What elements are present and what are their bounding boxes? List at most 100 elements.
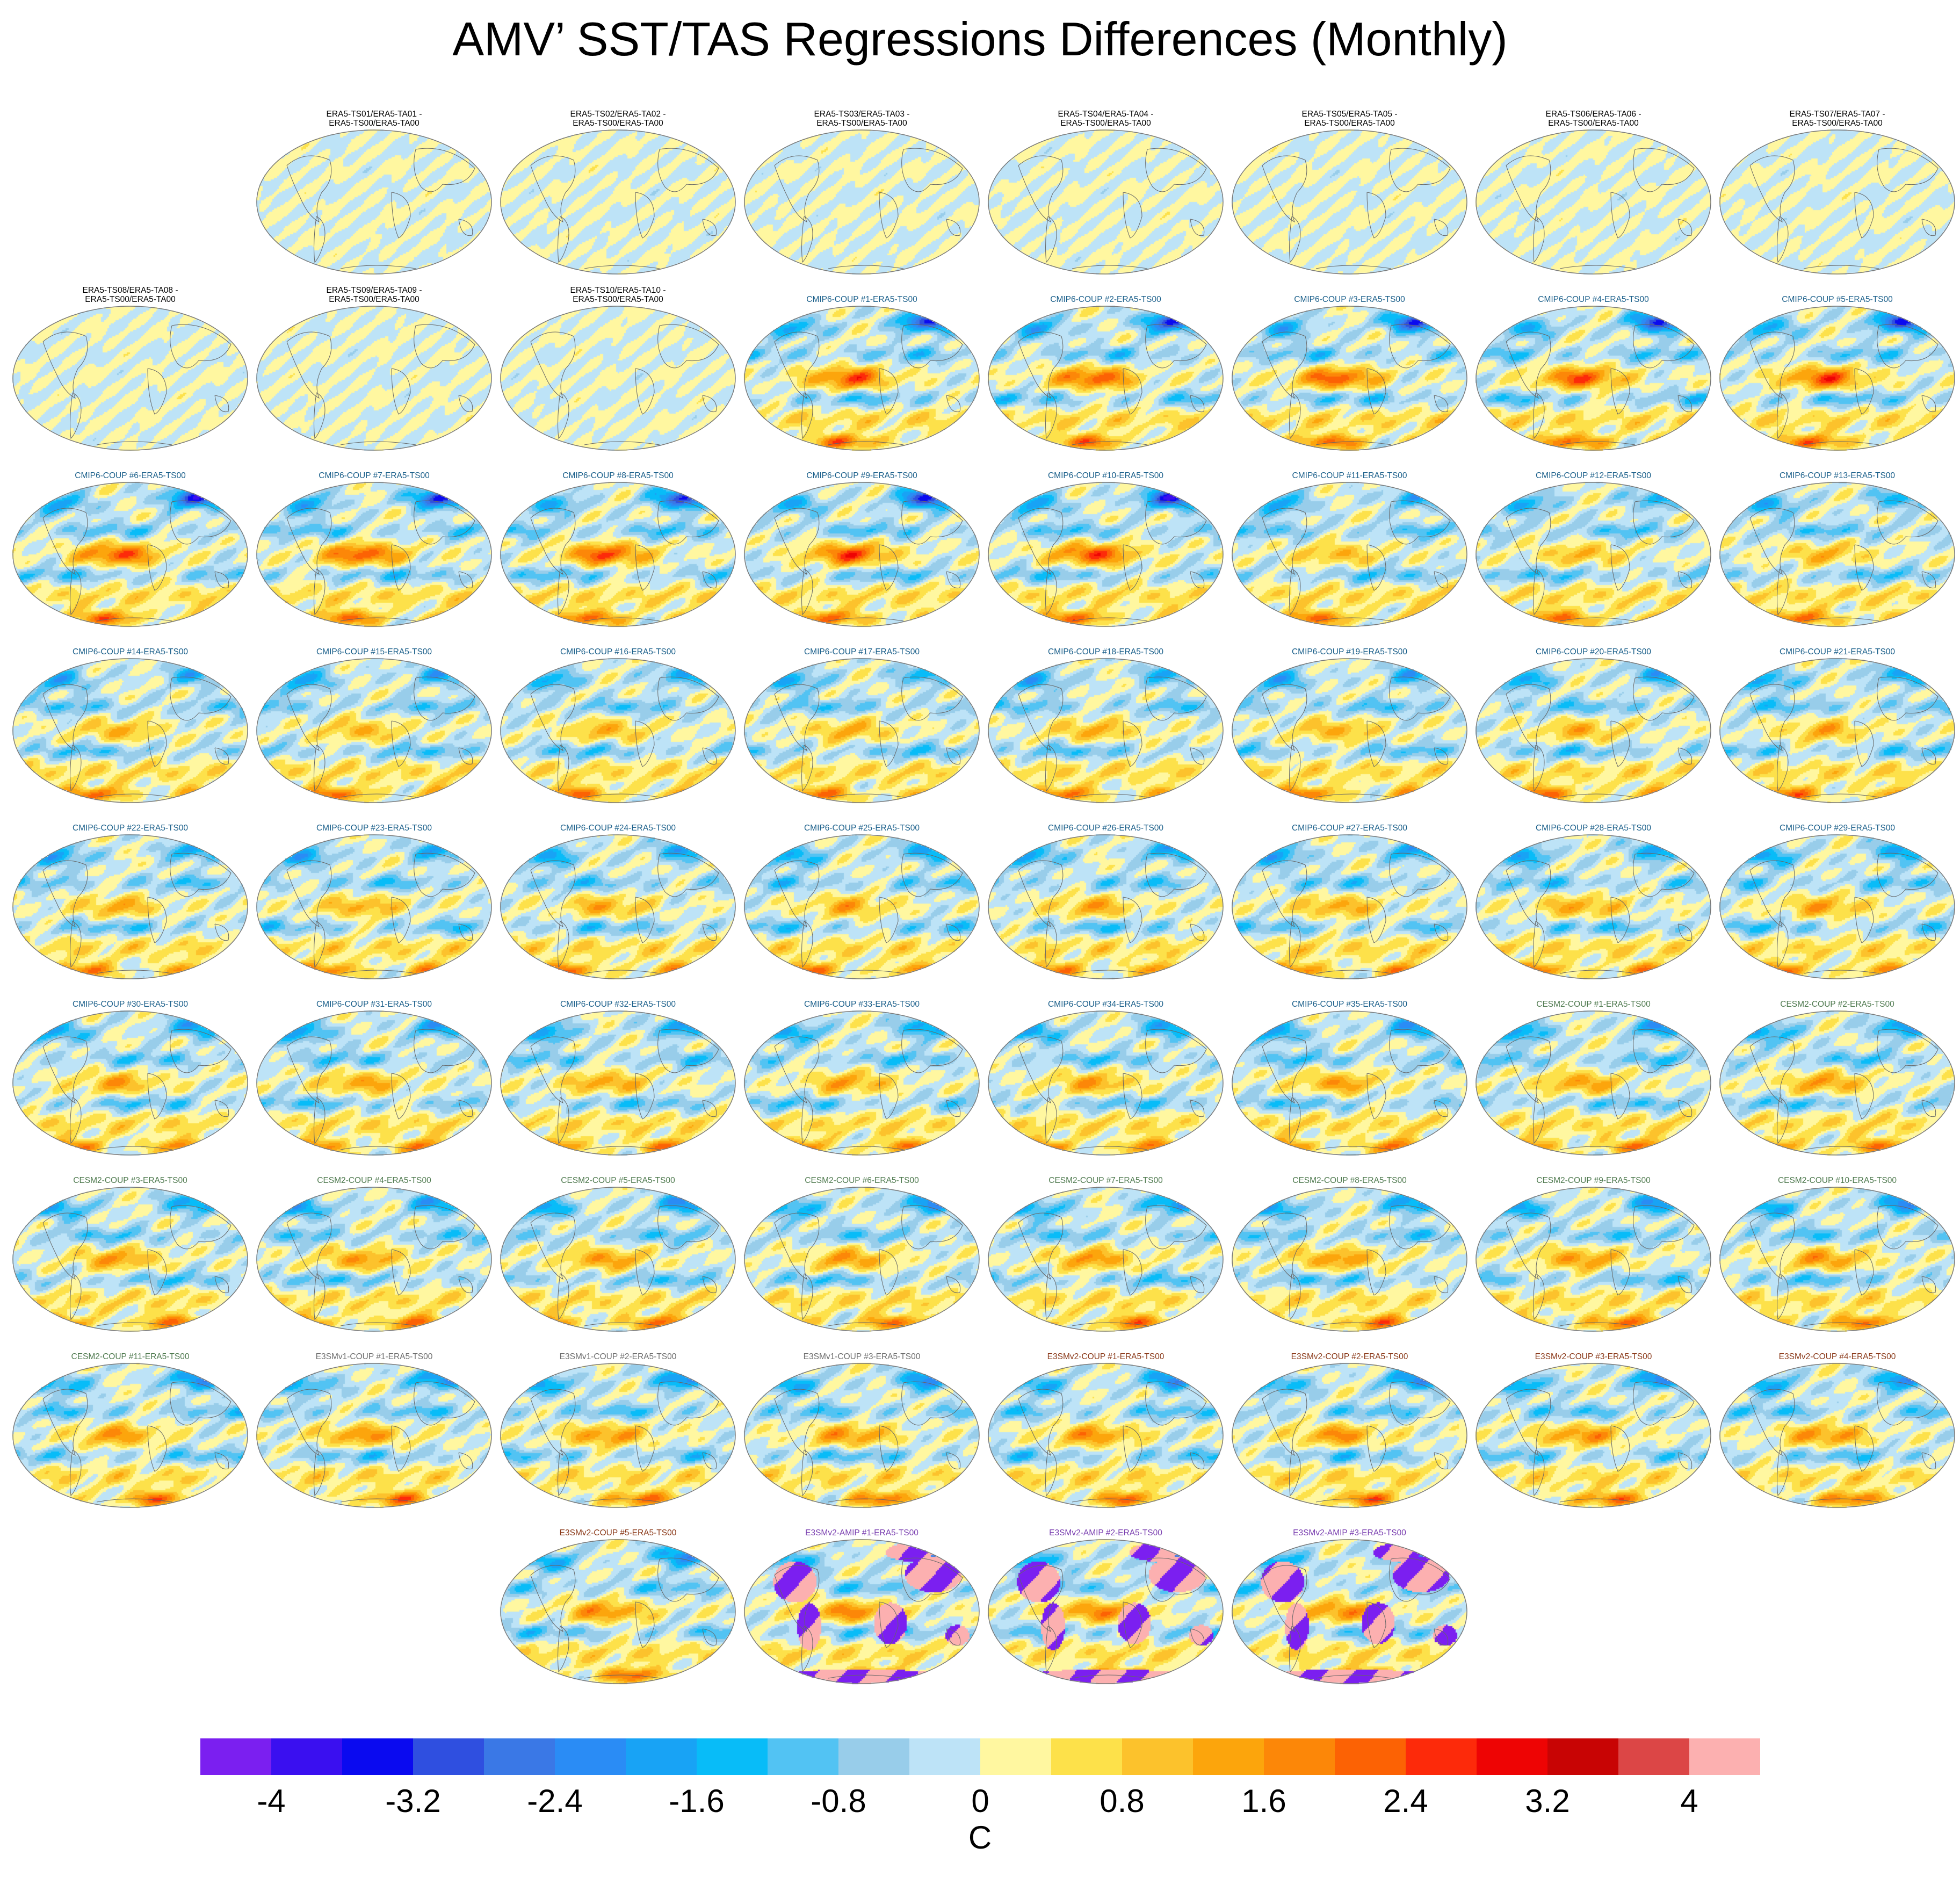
map-outline [744, 1539, 980, 1684]
panel-title-line1: ERA5-TS08/ERA5-TA08 - [82, 286, 178, 295]
coastline [170, 1029, 232, 1073]
coastline [657, 148, 719, 192]
coastline [147, 368, 167, 415]
regression-map [1718, 1361, 1957, 1510]
figure-title: AMV’ SST/TAS Regressions Differences (Mo… [452, 12, 1508, 66]
coastline [286, 1036, 332, 1104]
panel-title: E3SMv2-COUP #1-ERA5-TS00 [1047, 1352, 1165, 1361]
coastline [314, 568, 326, 616]
coastline [1190, 1100, 1205, 1117]
map-panel: CMIP6-COUP #21-ERA5-TS00 [1718, 638, 1957, 805]
globe-border [1476, 1363, 1711, 1508]
coastline [1315, 617, 1392, 622]
coastline [801, 216, 813, 263]
panel-title: CMIP6-COUP #12-ERA5-TS00 [1535, 471, 1652, 480]
coastline [458, 219, 473, 236]
coastline [1018, 155, 1064, 223]
coastline [1045, 392, 1057, 439]
coastline [1559, 441, 1636, 445]
regression-map [11, 480, 250, 629]
map-panel: CMIP6-COUP #22-ERA5-TS00 [11, 814, 250, 981]
globe-border [988, 129, 1224, 275]
panel-title: ERA5-TS01/ERA5-TA01 - ERA5-TS00/ERA5-TA00 [255, 110, 494, 128]
coastline [1045, 921, 1057, 968]
map-outline [12, 1363, 248, 1508]
map-panel: CMIP6-COUP #17-ERA5-TS00 [742, 638, 981, 805]
coastline [879, 192, 899, 239]
regression-map [1718, 833, 1957, 981]
map-panel: CMIP6-COUP #16-ERA5-TS00 [498, 638, 737, 805]
coastline [1921, 923, 1936, 941]
map-outline [12, 658, 248, 803]
map-panel: CMIP6-COUP #8-ERA5-TS00 [498, 462, 737, 629]
panel-title: E3SMv2-COUP #4-ERA5-TS00 [1778, 1352, 1896, 1361]
coastline [414, 853, 475, 897]
coastline [1315, 793, 1392, 798]
coastline [1506, 684, 1551, 752]
panel-title-line1: ERA5-TS03/ERA5-TA03 - [814, 110, 910, 119]
panel-title: CMIP6-COUP #18-ERA5-TS00 [1047, 647, 1164, 656]
coastline [635, 368, 655, 415]
map-panel: CMIP6-COUP #31-ERA5-TS00 [255, 991, 494, 1157]
map-panel: CMIP6-COUP #7-ERA5-TS00 [255, 462, 494, 629]
regression-map [1474, 1185, 1713, 1333]
coastline [657, 1029, 719, 1073]
regression-map [1230, 128, 1469, 276]
coastline [1018, 1212, 1064, 1280]
coastline [1559, 1146, 1636, 1150]
coastline [946, 1452, 961, 1470]
map-panel: CMIP6-COUP #29-ERA5-TS00 [1718, 814, 1957, 981]
coastline [946, 395, 961, 413]
coastline [286, 684, 332, 752]
coastline [1434, 1628, 1449, 1646]
coastline [1610, 897, 1630, 943]
panel-title: CMIP6-COUP #35-ERA5-TS00 [1291, 1000, 1408, 1009]
regression-map [498, 304, 737, 452]
panel-title: E3SMv1-COUP #2-ERA5-TS00 [559, 1352, 677, 1361]
map-outline [1232, 658, 1467, 803]
map-outline [500, 129, 736, 275]
coastline [1389, 1381, 1451, 1426]
regression-map [1230, 480, 1469, 629]
coastline [1749, 508, 1795, 575]
coastline [879, 368, 899, 415]
coastline [1777, 392, 1789, 439]
coastline [702, 1628, 717, 1646]
globe-border [12, 1187, 248, 1332]
globe-border [1232, 129, 1467, 275]
coastline [170, 1205, 232, 1250]
coastline [801, 921, 813, 968]
coastline [657, 500, 719, 545]
coastline [391, 544, 411, 591]
coastline [1434, 1100, 1449, 1117]
regression-map [742, 1009, 981, 1157]
coastline [1559, 793, 1636, 798]
coastline [1610, 192, 1630, 239]
coastline [1434, 747, 1449, 765]
map-panel: CMIP6-COUP #13-ERA5-TS00 [1718, 462, 1957, 629]
coastline [801, 745, 813, 792]
coastline [558, 568, 569, 616]
coastline [1610, 368, 1630, 415]
regression-map [986, 304, 1225, 452]
coastline [774, 331, 820, 399]
panel-title: CESM2-COUP #8-ERA5-TS00 [1292, 1176, 1407, 1185]
coastline [147, 720, 167, 767]
panel-title-line2: ERA5-TS00/ERA5-TA00 [1060, 119, 1151, 128]
coastline [1072, 441, 1148, 445]
coastline [214, 1452, 229, 1470]
coastline [946, 1628, 961, 1646]
coastline [1677, 747, 1693, 765]
coastline [1389, 500, 1451, 545]
panel-title: ERA5-TS03/ERA5-TA03 - ERA5-TS00/ERA5-TA00 [742, 110, 981, 128]
coastline [1123, 192, 1142, 239]
coastline [901, 676, 963, 721]
regression-map [1718, 128, 1957, 276]
coastline [901, 500, 963, 545]
coastline [774, 508, 820, 575]
coastline [1506, 1389, 1551, 1456]
globe-border [1719, 1187, 1955, 1332]
map-outline [500, 482, 736, 627]
map-panel: E3SMv2-AMIP #3-ERA5-TS00 [1230, 1519, 1469, 1686]
coastline [1123, 1601, 1142, 1648]
